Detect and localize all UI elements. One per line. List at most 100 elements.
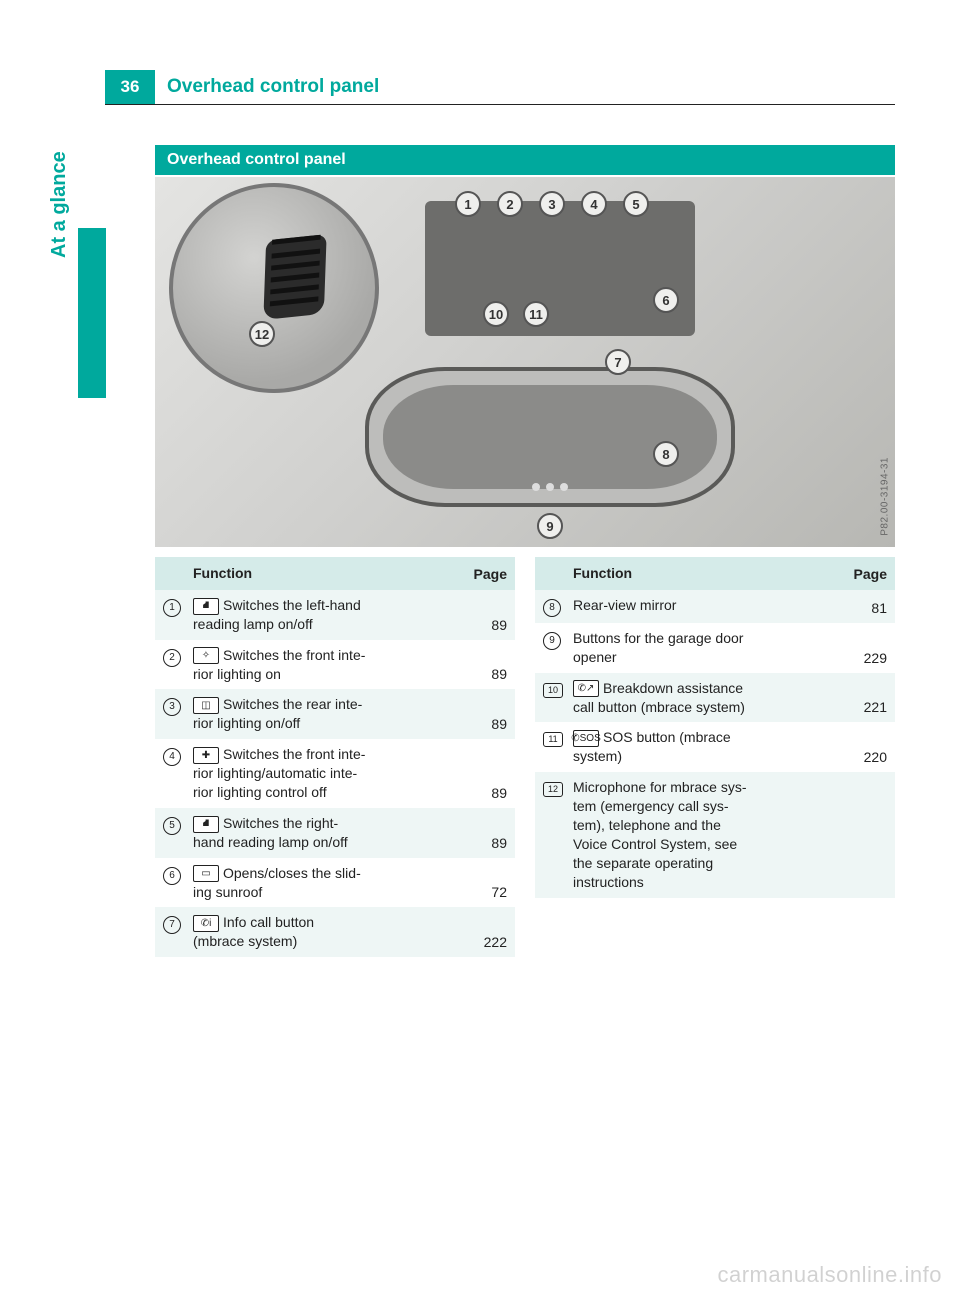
callout-2: 2 (497, 191, 523, 217)
function-text-line1: SOS button (mbrace (603, 729, 731, 745)
function-tables: Function Page 1 ⛘Switches the left-handre… (155, 557, 895, 957)
callout-9: 9 (537, 513, 563, 539)
row-function: ◫Switches the rear inte-rior lighting on… (193, 695, 459, 733)
callout-4: 4 (581, 191, 607, 217)
number-badge: 9 (543, 632, 561, 650)
function-text-line: opener (573, 649, 617, 665)
function-text-line: reading lamp on/off (193, 616, 313, 632)
right-table: Function Page 8Rear-view mirror819Button… (535, 557, 895, 957)
number-badge: 7 (163, 916, 181, 934)
row-number: 5 (163, 814, 193, 852)
row-function: ✆iInfo call button (mbrace system) (193, 913, 459, 951)
row-function: ✆SOSSOS button (mbrace system) (573, 728, 839, 766)
function-text-line: rior lighting on/off (193, 715, 300, 731)
callout-11: 11 (523, 301, 549, 327)
function-text-line: system) (573, 748, 622, 764)
side-tab (78, 228, 106, 398)
page-header: 36 Overhead control panel (0, 70, 960, 104)
row-function: Buttons for the garage door opener (573, 629, 839, 667)
function-icon: ✚ (193, 747, 219, 764)
function-text-line1: Switches the front inte- (223, 746, 365, 762)
number-badge: 10 (543, 683, 563, 698)
function-icon: ✧ (193, 647, 219, 664)
row-number: 9 (543, 629, 573, 667)
number-badge: 11 (543, 732, 563, 747)
row-function: ✆↗Breakdown assistance call button (mbrac… (573, 679, 839, 717)
mirror-shape (365, 367, 735, 507)
page-title: Overhead control panel (167, 76, 379, 98)
function-icon: ⛘ (193, 816, 219, 833)
row-function: ⛘Switches the right-hand reading lamp on… (193, 814, 459, 852)
left-table-body: 1 ⛘Switches the left-handreading lamp on/… (155, 590, 515, 957)
function-text-line1: Breakdown assistance (603, 680, 743, 696)
function-text-line1: Buttons for the garage door (573, 630, 743, 646)
table-row: 10 ✆↗Breakdown assistance call button (mbr… (535, 673, 895, 723)
col-page-header: Page (839, 566, 887, 583)
page-number-box: 36 (105, 70, 155, 104)
mirror-glass (383, 385, 717, 489)
callout-3: 3 (539, 191, 565, 217)
callout-1: 1 (455, 191, 481, 217)
col-function-header: Function (573, 564, 839, 583)
function-icon: ⛘ (193, 598, 219, 615)
row-function: Microphone for mbrace sys-tem (emergency… (573, 778, 839, 891)
row-number: 3 (163, 695, 193, 733)
row-page: 72 (459, 884, 507, 901)
microphone-inset (169, 183, 379, 393)
table-row: 4✚Switches the front inte-rior lighting/… (155, 739, 515, 808)
table-row: 1 ⛘Switches the left-handreading lamp on/… (155, 590, 515, 640)
number-badge: 4 (163, 748, 181, 766)
section-title: Overhead control panel (167, 151, 346, 169)
callout-10: 10 (483, 301, 509, 327)
number-badge: 6 (163, 867, 181, 885)
table-row: 12 Microphone for mbrace sys-tem (emergen… (535, 772, 895, 897)
function-icon: ✆↗ (573, 680, 599, 697)
col-page-header: Page (459, 566, 507, 583)
row-function: ✧Switches the front inte-rior lighting o… (193, 646, 459, 684)
row-page: 89 (459, 666, 507, 683)
number-badge: 3 (163, 698, 181, 716)
table-row: 2 ✧Switches the front inte-rior lighting … (155, 640, 515, 690)
number-badge: 12 (543, 782, 563, 797)
function-text-line: ing sunroof (193, 884, 262, 900)
row-page: 81 (839, 600, 887, 617)
callout-12: 12 (249, 321, 275, 347)
table-header-row: Function Page (535, 557, 895, 590)
row-number: 7 (163, 913, 193, 951)
function-text-line: (mbrace system) (193, 933, 297, 949)
table-row: 9Buttons for the garage dooropener229 (535, 623, 895, 673)
function-text-line: rior lighting control off (193, 784, 327, 800)
function-text-line1: Switches the front inte- (223, 647, 365, 663)
page-number: 36 (121, 77, 140, 97)
row-number: 12 (543, 778, 573, 891)
header-rule (105, 104, 895, 105)
table-row: 7✆iInfo call button(mbrace system)222 (155, 907, 515, 957)
row-function: ⛘Switches the left-handreading lamp on/o… (193, 596, 459, 634)
section-title-bar: Overhead control panel (155, 145, 895, 175)
col-num-header (163, 564, 193, 583)
number-badge: 2 (163, 649, 181, 667)
row-number: 10 (543, 679, 573, 717)
image-code: P82.00-3194-31 (880, 457, 891, 536)
table-row: 3 ◫Switches the rear inte-rior lighting o… (155, 689, 515, 739)
mirror-buttons (532, 483, 568, 491)
row-number: 1 (163, 596, 193, 634)
table-header-row: Function Page (155, 557, 515, 590)
function-text-line: tem (emergency call sys- (573, 798, 729, 814)
number-badge: 1 (163, 599, 181, 617)
function-text-line: tem), telephone and the (573, 817, 721, 833)
function-icon: ✆SOS (573, 730, 599, 747)
function-text-line1: Info call button (223, 914, 314, 930)
function-text-line: instructions (573, 874, 644, 890)
row-page: 89 (459, 835, 507, 852)
function-text-line: call button (mbrace system) (573, 699, 745, 715)
function-text-line1: Switches the rear inte- (223, 696, 362, 712)
table-row: 6▭Opens/closes the slid-ing sunroof72 (155, 858, 515, 908)
right-table-body: 8Rear-view mirror819Buttons for the gara… (535, 590, 895, 898)
row-function: Rear-view mirror (573, 596, 839, 617)
callout-8: 8 (653, 441, 679, 467)
function-icon: ✆i (193, 915, 219, 932)
table-row: 5⛘Switches the right-hand reading lamp o… (155, 808, 515, 858)
row-page: 89 (459, 617, 507, 634)
function-text-line: hand reading lamp on/off (193, 834, 348, 850)
